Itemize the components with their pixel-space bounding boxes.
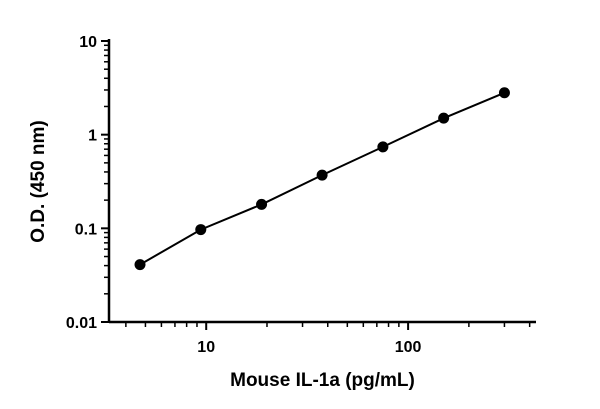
data-point	[438, 112, 450, 124]
x-axis-label: Mouse IL-1a (pg/mL)	[230, 370, 415, 391]
x-tick-label: 10	[197, 339, 215, 356]
data-point	[316, 169, 328, 181]
data-points	[134, 87, 510, 271]
y-tick-label: 0.01	[66, 315, 97, 332]
data-point	[134, 259, 146, 271]
axes	[107, 39, 536, 324]
data-point	[498, 87, 510, 99]
data-point	[195, 224, 207, 236]
y-axis-label: O.D. (450 nm)	[28, 120, 49, 242]
ticks: 0.01 0.1 1 10 10 100	[66, 34, 531, 356]
y-tick-label: 1	[88, 128, 97, 145]
x-tick-label: 100	[395, 339, 422, 356]
y-tick-label: 0.1	[75, 221, 97, 238]
data-point	[256, 198, 268, 210]
data-point	[377, 141, 389, 153]
y-tick-label: 10	[79, 34, 97, 51]
